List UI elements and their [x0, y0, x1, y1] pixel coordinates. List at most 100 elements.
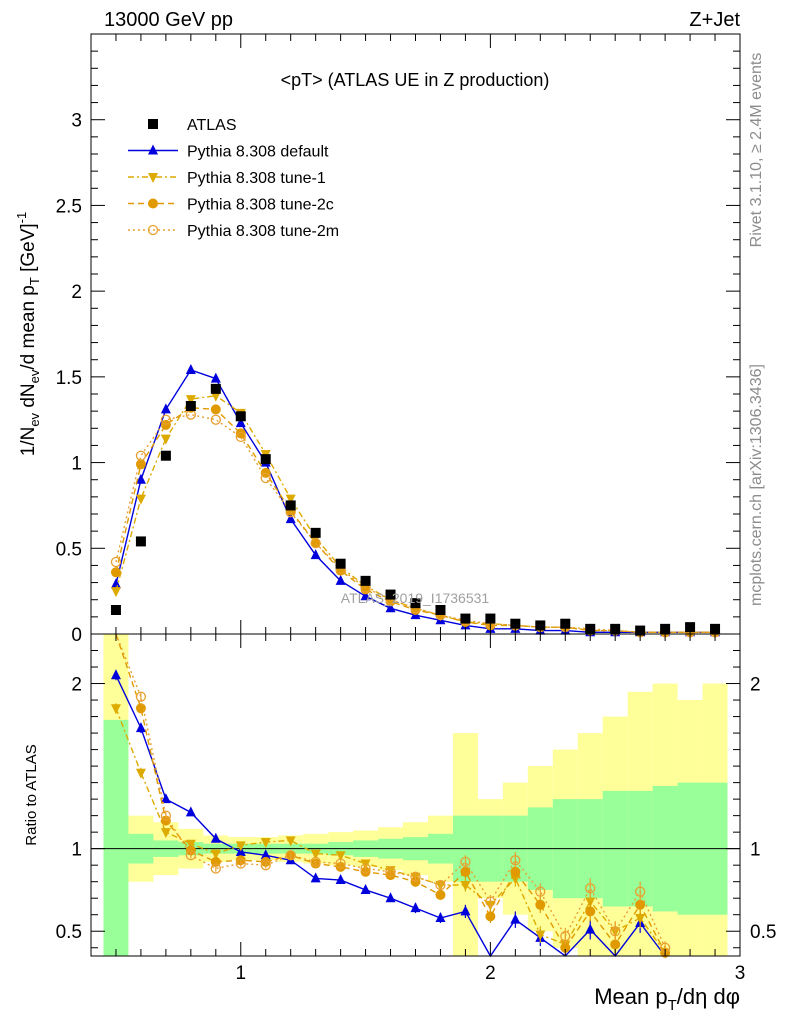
marker-triangle-up	[135, 722, 146, 733]
marker-square	[535, 620, 546, 631]
marker-triangle-down	[135, 768, 146, 779]
marker-square	[148, 119, 158, 129]
series-line-pythia-8-308-tune-2m	[115, 413, 716, 633]
marker-triangle-up	[410, 902, 421, 913]
marker-circle	[210, 404, 221, 415]
marker-triangle-up	[385, 602, 396, 613]
y-tick-label-right: 1	[750, 840, 761, 861]
marker-triangle-down	[148, 173, 158, 183]
legend-entry: Pythia 8.308 tune-2c	[128, 197, 334, 214]
marker-circle	[535, 899, 546, 910]
marker-triangle-down	[285, 836, 296, 847]
marker-open-circle	[147, 224, 159, 236]
marker-triangle-up	[260, 849, 271, 860]
rivet-label: Rivet 3.1.10, ≥ 2.4M events	[748, 53, 765, 248]
marker-triangle-down	[160, 434, 171, 445]
legend-label: Pythia 8.308 tune-2m	[187, 223, 339, 240]
marker-triangle-down	[310, 849, 321, 860]
main-plot-title: <pT> (ATLAS UE in Z production)	[281, 70, 550, 90]
y-tick-label: 0.5	[56, 539, 82, 560]
legend: ATLAS Pythia 8.308 default Pythia 8.308 tu…	[128, 117, 339, 240]
legend-label: Pythia 8.308 tune-1	[187, 170, 326, 187]
marker-square	[285, 500, 296, 511]
marker-triangle-up	[185, 364, 196, 374]
marker-open-circle	[160, 414, 172, 425]
marker-circle	[460, 866, 471, 877]
marker-triangle-up	[235, 417, 246, 428]
y-tick-label: 1	[71, 840, 82, 861]
marker-triangle-up	[510, 913, 521, 924]
marker-triangle-up	[135, 473, 146, 484]
y-tick-label: 1.5	[56, 368, 82, 389]
marker-square	[210, 383, 221, 394]
marker-square	[485, 613, 496, 624]
y-tick-label: 0.5	[56, 922, 82, 943]
legend-entry: ATLAS	[148, 117, 237, 134]
marker-open-circle	[160, 810, 172, 821]
marker-triangle-down	[210, 391, 221, 402]
marker-triangle-down	[535, 930, 546, 941]
marker-square	[410, 598, 421, 609]
y-tick-label: 2	[71, 675, 82, 696]
marker-square	[560, 618, 571, 629]
marker-open-circle	[335, 858, 346, 869]
marker-triangle-up	[335, 874, 346, 885]
marker-circle	[135, 703, 146, 714]
marker-circle	[510, 866, 521, 877]
marker-triangle-up	[210, 372, 221, 383]
marker-open-circle	[560, 931, 571, 942]
marker-triangle-down	[110, 704, 121, 715]
marker-circle	[635, 899, 646, 910]
marker-triangle-down	[235, 841, 246, 852]
marker-open-circle	[260, 472, 271, 484]
marker-triangle-up	[460, 905, 471, 916]
marker-open-circle	[135, 691, 147, 702]
uncertainty-band-green	[103, 719, 129, 956]
marker-circle	[610, 939, 621, 950]
marker-open-circle	[260, 860, 271, 871]
marker-open-circle	[385, 866, 396, 877]
marker-open-circle	[410, 871, 421, 882]
series-line-pythia-8-308-tune-2c	[115, 633, 666, 954]
mcplots-label: mcplots.cern.ch [arXiv:1306.3436]	[748, 364, 765, 606]
marker-triangle-down	[260, 838, 271, 849]
marker-triangle-down	[635, 914, 646, 925]
marker-open-circle	[235, 431, 246, 443]
marker-triangle-down	[460, 880, 471, 891]
process-label: Z+Jet	[689, 9, 740, 31]
marker-triangle-up	[160, 403, 171, 414]
marker-circle	[435, 889, 446, 900]
legend-entry: Pythia 8.308 tune-2m	[128, 223, 339, 240]
marker-circle	[485, 911, 496, 922]
legend-label: ATLAS	[187, 117, 237, 134]
marker-open-circle	[435, 879, 446, 891]
marker-square	[135, 536, 146, 547]
marker-triangle-down	[335, 851, 346, 862]
marker-open-circle	[210, 863, 221, 874]
marker-square	[260, 454, 271, 465]
marker-open-circle	[310, 856, 321, 868]
legend-label: Pythia 8.308 default	[187, 144, 329, 161]
marker-triangle-down	[160, 828, 171, 839]
marker-open-circle	[535, 886, 546, 897]
marker-triangle-down	[110, 587, 121, 598]
y-tick-label: 3	[71, 111, 82, 132]
main-plot-panel: 0 0.5 1 1.5 2 2.5 3 ATLAS_2019_I1736531 <pT> (…	[14, 33, 741, 646]
marker-open-circle	[485, 896, 496, 907]
marker-square	[460, 613, 471, 624]
legend-entry: Pythia 8.308 tune-1	[128, 170, 326, 187]
energy-label: 13000 GeV pp	[104, 9, 233, 31]
x-tick-label: 1	[235, 963, 246, 984]
marker-square	[360, 575, 371, 586]
watermark: ATLAS_2019_I1736531	[341, 590, 490, 606]
marker-triangle-up	[585, 923, 596, 934]
marker-triangle-up	[360, 590, 371, 601]
x-axis-label: Mean pT/dη dφ	[594, 984, 740, 1014]
main-y-axis-label: 1/Nev dNev/d mean pT [GeV]-1	[14, 212, 42, 457]
marker-triangle-down	[135, 494, 146, 505]
marker-square	[110, 605, 121, 615]
marker-circle	[148, 198, 158, 209]
marker-open-circle	[585, 883, 596, 894]
marker-triangle-up	[310, 549, 321, 560]
marker-open-circle	[285, 850, 296, 861]
